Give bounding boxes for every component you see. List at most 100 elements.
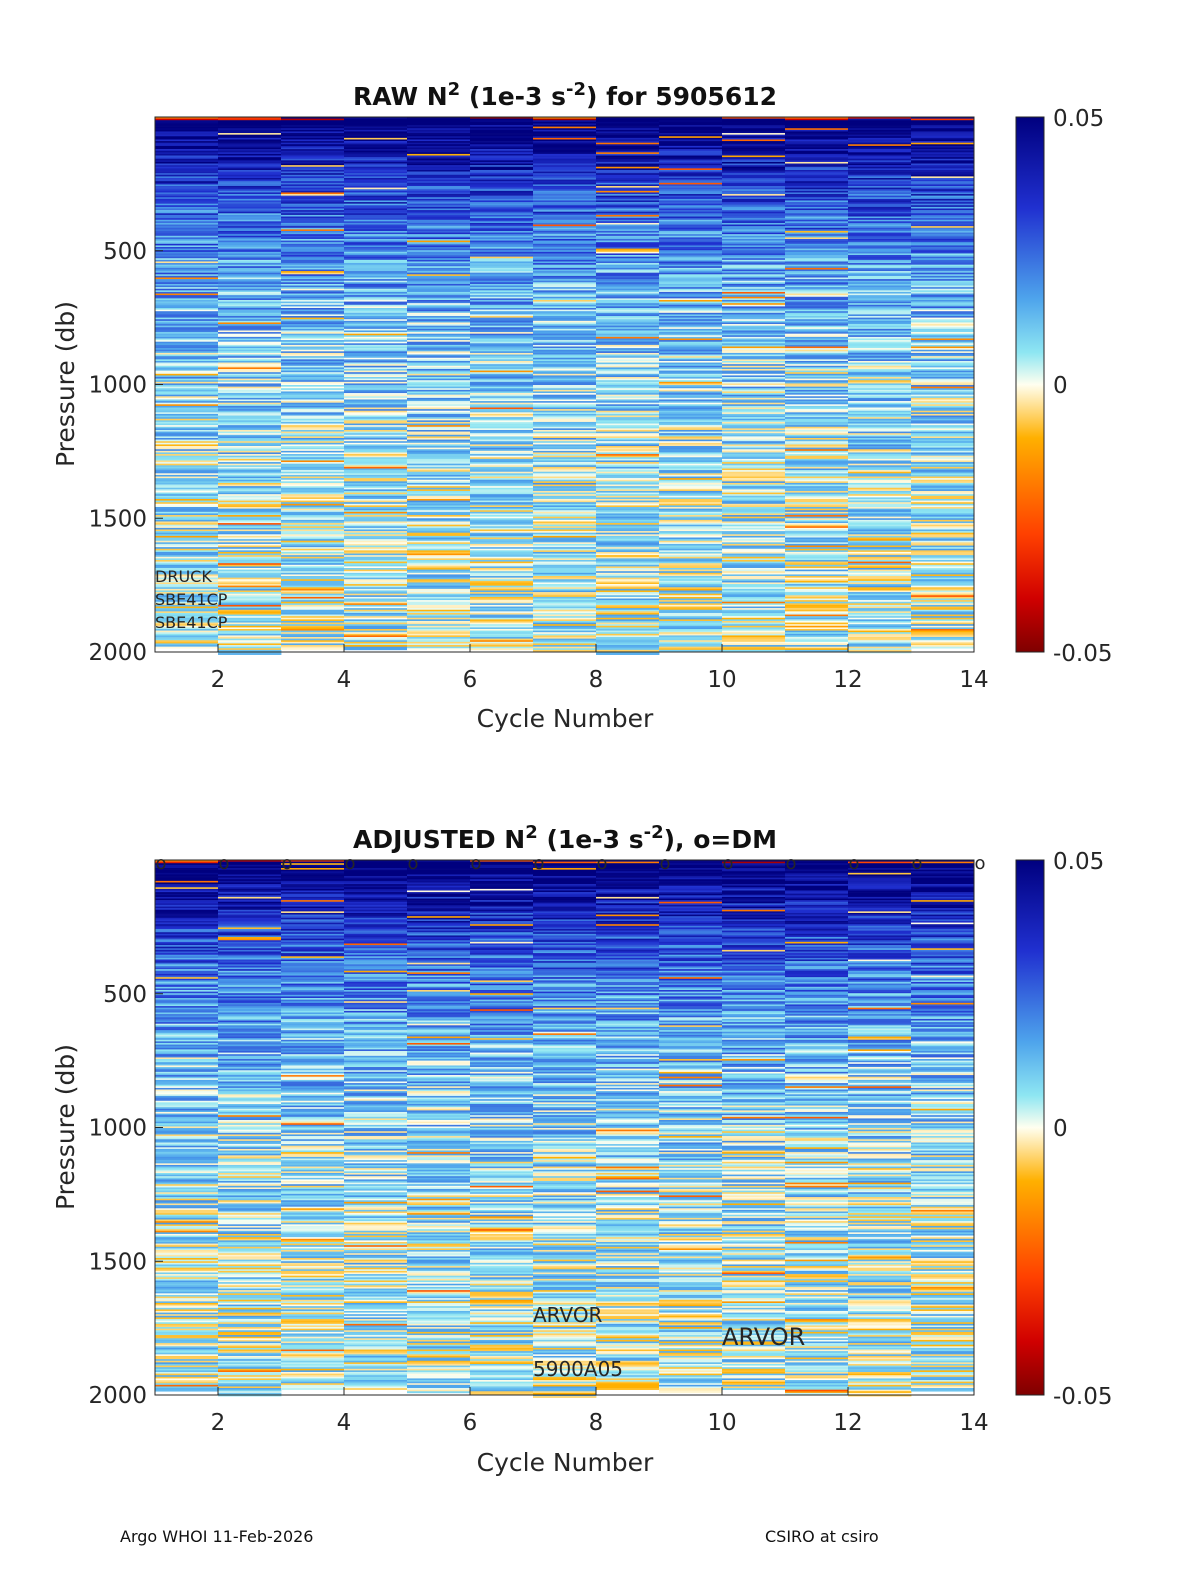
heatmap-cell [722, 633, 786, 636]
heatmap-cell [407, 413, 471, 416]
heatmap-cell [533, 234, 597, 237]
heatmap-cell [344, 227, 408, 230]
heatmap-cell [281, 125, 345, 127]
heatmap-cell [344, 511, 408, 514]
heatmap-cell [407, 211, 471, 214]
heatmap-cell [281, 598, 345, 601]
heatmap-cell [659, 344, 723, 347]
heatmap-cell [659, 579, 723, 582]
heatmap-cell [848, 532, 912, 535]
heatmap-cell [596, 259, 660, 262]
heatmap-cell [218, 261, 282, 264]
heatmap-cell [785, 248, 849, 251]
heatmap-cell [344, 195, 408, 198]
heatmap-cell [470, 179, 534, 182]
heatmap-cell [533, 476, 597, 479]
heatmap-cell [281, 142, 345, 145]
heatmap-cell [281, 311, 345, 314]
heatmap-cell [155, 198, 219, 201]
heatmap-cell [596, 301, 660, 304]
heatmap-cell [155, 584, 219, 586]
heatmap-cell [911, 616, 975, 619]
heatmap-cell [848, 293, 912, 296]
heatmap-cell [596, 577, 660, 580]
heatmap-cell [722, 173, 786, 176]
heatmap-cell [218, 590, 282, 593]
heatmap-cell [659, 285, 723, 288]
heatmap-cell [722, 625, 786, 628]
heatmap-cell [848, 580, 912, 583]
heatmap-cell [155, 438, 219, 440]
heatmap-cell [281, 508, 345, 511]
heatmap-cell [722, 258, 786, 261]
heatmap-cell [722, 253, 786, 256]
heatmap-cell [407, 410, 471, 413]
heatmap-cell [407, 487, 471, 490]
heatmap-cell [281, 535, 345, 538]
heatmap-cell [155, 261, 219, 264]
heatmap-cell [470, 142, 534, 145]
heatmap-cell [218, 868, 282, 870]
heatmap-cell [218, 1241, 282, 1244]
heatmap-cell [218, 919, 282, 922]
heatmap-cell [722, 494, 786, 497]
heatmap-cell [155, 330, 219, 333]
heatmap-cell [659, 404, 723, 407]
heatmap-cell [470, 298, 534, 301]
heatmap-cell [659, 625, 723, 628]
heatmap-cell [155, 1050, 219, 1053]
heatmap-cell [722, 362, 786, 365]
heatmap-cell [344, 386, 408, 389]
heatmap-cell [470, 117, 534, 119]
heatmap-cell [281, 629, 345, 631]
heatmap-cell [155, 1010, 219, 1013]
heatmap-cell [281, 365, 345, 368]
heatmap-cell [407, 306, 471, 309]
heatmap-cell [218, 616, 282, 619]
heatmap-cell [344, 160, 408, 163]
heatmap-cell [596, 497, 660, 500]
heatmap-cell [785, 452, 849, 455]
heatmap-cell [596, 340, 660, 342]
heatmap-cell [470, 497, 534, 500]
heatmap-cell [155, 478, 219, 481]
heatmap-cell [470, 428, 534, 431]
heatmap-cell [722, 474, 786, 477]
heatmap-cell [155, 1360, 219, 1363]
heatmap-cell [407, 535, 471, 538]
heatmap-cell [785, 378, 849, 381]
heatmap-cell [218, 1230, 282, 1233]
heatmap-cell [596, 177, 660, 180]
heatmap-cell [722, 452, 786, 455]
heatmap-cell [218, 1192, 282, 1195]
heatmap-cell [218, 1304, 282, 1307]
heatmap-cell [155, 1347, 219, 1350]
heatmap-cell [596, 457, 660, 460]
heatmap-cell [155, 470, 219, 473]
heatmap-cell [344, 381, 408, 384]
heatmap-cell [407, 134, 471, 137]
heatmap-cell [344, 415, 408, 418]
heatmap-cell [659, 237, 723, 240]
heatmap-cell [722, 559, 786, 562]
heatmap-cell [785, 242, 849, 245]
heatmap-cell [911, 452, 975, 455]
heatmap-cell [911, 558, 975, 561]
heatmap-cell [344, 580, 408, 583]
heatmap-cell [407, 298, 471, 301]
heatmap-cell [470, 489, 534, 492]
heatmap-cell [911, 282, 975, 285]
heatmap-cell [218, 227, 282, 230]
heatmap-cell [155, 1176, 219, 1179]
heatmap-cell [911, 603, 975, 606]
heatmap-cell [218, 484, 282, 487]
heatmap-cell [155, 465, 219, 468]
heatmap-cell [722, 476, 786, 479]
heatmap-cell [218, 255, 282, 257]
heatmap-cell [218, 409, 282, 412]
heatmap-cell [218, 871, 282, 874]
heatmap-cell [722, 129, 786, 132]
heatmap-cell [659, 568, 723, 570]
heatmap-cell [659, 604, 723, 607]
heatmap-cell [407, 133, 471, 135]
